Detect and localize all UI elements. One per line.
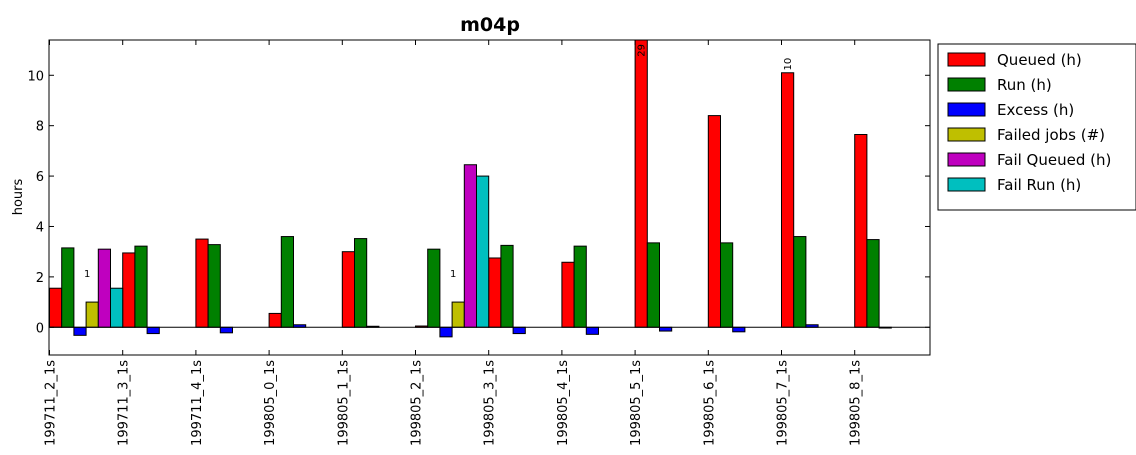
legend-swatch (947, 127, 986, 142)
y-tick-label: 4 (36, 220, 44, 235)
bar (219, 326, 234, 334)
data-label: 1 (84, 269, 90, 280)
bar (512, 326, 526, 335)
data-labels-layer: 1 1 29 10 (84, 44, 794, 280)
x-tick-label: 199805_7_1s (776, 360, 791, 446)
bar (49, 287, 63, 328)
bar (585, 326, 599, 335)
bar (476, 175, 490, 328)
legend-label: Failed jobs (#) (997, 126, 1105, 144)
bar (707, 115, 721, 328)
legend-swatch (947, 152, 986, 167)
bar (439, 326, 453, 338)
plot-area-frame (48, 39, 931, 356)
bar (659, 326, 673, 332)
y-tick-label: 0 (36, 321, 44, 336)
bar (463, 164, 477, 328)
y-tick-label: 10 (27, 69, 44, 84)
bar (146, 326, 160, 335)
bar (73, 326, 87, 336)
x-tick-label: 199711_2_1s (44, 360, 59, 446)
bar (720, 242, 734, 328)
bar (646, 242, 660, 328)
x-tick-label: 199805_2_1s (410, 360, 425, 446)
bar (561, 261, 575, 328)
bar (85, 301, 99, 328)
bar (866, 239, 880, 328)
bar (781, 72, 795, 328)
legend-swatch (947, 102, 986, 117)
y-tick-label: 8 (36, 120, 44, 135)
bar (97, 248, 112, 328)
data-label: 10 (783, 58, 794, 71)
data-label: 29 (637, 44, 648, 57)
bar (134, 245, 148, 328)
ticks-layer: 0 2 4 6 8 10 199711_2_1s 199711_3_1s 199711_4_1s… (27, 40, 930, 446)
bar (195, 238, 209, 328)
bar (451, 301, 465, 328)
bar (427, 248, 441, 328)
bar (488, 257, 502, 328)
x-tick-label: 199805_8_1s (849, 360, 864, 446)
bar (122, 252, 136, 328)
bar (110, 287, 124, 328)
legend-swatch (947, 77, 986, 92)
legend-swatch (947, 177, 986, 192)
bar (341, 251, 355, 328)
bar (573, 245, 587, 328)
bar (793, 236, 807, 328)
bar (268, 312, 282, 328)
bar (207, 244, 221, 328)
y-tick-label: 2 (36, 271, 44, 286)
x-tick-label: 199805_0_1s (263, 360, 278, 446)
bar (500, 244, 514, 328)
legend-label: Fail Queued (h) (997, 151, 1111, 169)
bar (732, 326, 746, 333)
data-label: 1 (450, 269, 456, 280)
chart-title: m04p (460, 14, 520, 36)
bar (634, 39, 648, 328)
x-tick-label: 199711_4_1s (190, 360, 205, 446)
x-tick-label: 199805_6_1s (702, 360, 717, 446)
legend-label: Fail Run (h) (997, 176, 1081, 194)
x-tick-label: 199805_5_1s (629, 360, 644, 446)
bar (854, 134, 868, 328)
legend: Queued (h) Run (h) Excess (h) Failed jobs (… (937, 43, 1136, 211)
legend-swatch (947, 52, 986, 67)
legend-label: Run (h) (997, 76, 1052, 94)
legend-label: Excess (h) (997, 101, 1074, 119)
y-tick-label: 6 (36, 170, 44, 185)
x-tick-label: 199805_3_1s (483, 360, 498, 446)
bar (61, 247, 75, 328)
x-tick-label: 199805_1_1s (336, 360, 351, 446)
bar (354, 238, 368, 328)
y-axis-label: hours (11, 179, 26, 216)
bars-layer (49, 39, 892, 338)
x-tick-label: 199711_3_1s (117, 360, 132, 446)
bar (280, 236, 294, 328)
x-tick-label: 199805_4_1s (556, 360, 571, 446)
legend-label: Queued (h) (997, 51, 1082, 69)
